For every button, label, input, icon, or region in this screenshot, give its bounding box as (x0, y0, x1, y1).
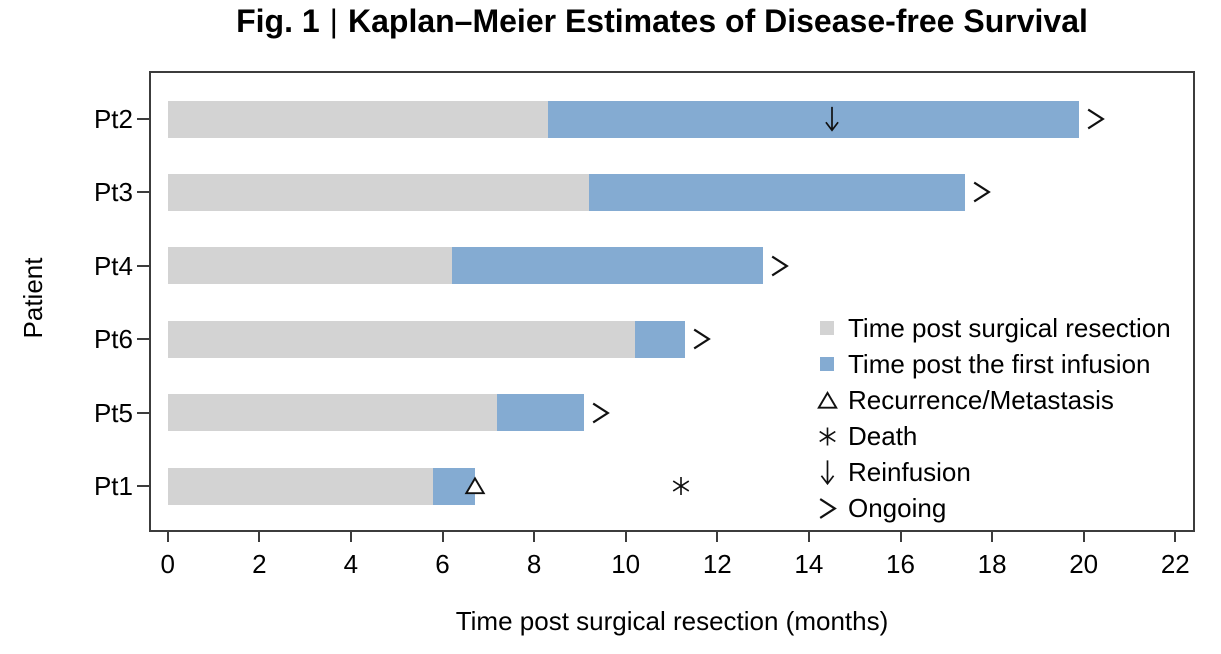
x-tick-label: 2 (252, 549, 267, 579)
x-tick-mark (1082, 532, 1085, 542)
legend-color-swatch-icon (820, 357, 834, 371)
legend-item-label: Reinfusion (848, 456, 971, 487)
legend-color-swatch-icon (820, 321, 834, 335)
legend: Time post surgical resection Time post th… (812, 310, 1171, 526)
x-tick-mark (258, 532, 261, 542)
x-tick-mark (716, 532, 719, 542)
arrow-down-icon (820, 459, 834, 485)
legend-item-label: Time post surgical resection (848, 312, 1171, 343)
x-tick-mark (441, 532, 444, 542)
x-tick-label: 20 (1069, 549, 1099, 579)
legend-item: Ongoing (812, 490, 1171, 526)
bar-infusion-pt1 (433, 467, 475, 505)
x-tick-label: 14 (794, 549, 824, 579)
bar-surgical-pt1 (167, 467, 434, 505)
figure-number: Fig. 1 (236, 3, 320, 39)
x-tick-mark (899, 532, 902, 542)
legend-item: Time post the first infusion (812, 346, 1171, 382)
y-tick-mark (137, 338, 149, 341)
legend-marker (812, 321, 842, 335)
legend-marker (812, 357, 842, 371)
y-tick-label-pt6: Pt6 (93, 324, 133, 355)
legend-item: Time post surgical resection (812, 310, 1171, 346)
bar-surgical-pt3 (167, 173, 590, 211)
x-tick-mark (624, 532, 627, 542)
chevron-right-icon (693, 328, 712, 350)
bar-infusion-pt5 (497, 394, 585, 432)
marker-recurrence-pt1 (464, 476, 485, 496)
asterisk-icon (672, 476, 689, 496)
y-tick-label-pt4: Pt4 (93, 250, 133, 281)
marker-ongoing-pt3 (971, 181, 992, 204)
x-tick-mark (166, 532, 169, 542)
x-tick-label: 8 (526, 549, 542, 579)
marker-ongoing-pt2 (1085, 108, 1106, 131)
x-tick-mark (807, 532, 810, 542)
marker-ongoing-pt4 (769, 254, 790, 277)
x-tick-label: 22 (1160, 549, 1190, 579)
y-tick-mark (137, 264, 149, 267)
plot-area (149, 71, 1195, 532)
x-tick-mark (349, 532, 352, 542)
chevron-right-icon (771, 255, 789, 277)
y-axis-label: Patient (18, 257, 48, 339)
y-tick-mark (137, 485, 149, 487)
legend-item-label: Time post the first infusion (848, 348, 1151, 379)
x-tick-mark (533, 532, 536, 542)
legend-item-label: Recurrence/Metastasis (848, 384, 1114, 415)
x-tick-mark (1174, 532, 1177, 542)
x-axis-label: Time post surgical resection (months) (455, 606, 889, 636)
bar-surgical-pt2 (167, 100, 548, 138)
x-tick-label: 4 (343, 549, 359, 579)
legend-marker (812, 497, 842, 520)
y-tick-mark (137, 411, 149, 414)
y-tick-mark (137, 118, 149, 120)
legend-item: Death (812, 418, 1171, 454)
bar-infusion-pt2 (547, 100, 1080, 138)
chevron-right-icon (593, 402, 611, 423)
asterisk-icon (818, 426, 836, 446)
title-separator: | (329, 3, 338, 39)
bar-infusion-pt6 (634, 320, 686, 358)
y-tick-label-pt5: Pt5 (93, 397, 133, 428)
bar-infusion-pt4 (451, 247, 764, 285)
marker-ongoing-pt5 (590, 401, 611, 424)
x-tick-label: 18 (977, 549, 1007, 579)
legend-marker (812, 390, 842, 410)
legend-item-label: Ongoing (848, 492, 947, 523)
x-tick-label: 16 (886, 549, 915, 579)
legend-item: Reinfusion (812, 454, 1171, 490)
legend-marker (812, 426, 842, 446)
y-tick-label-pt3: Pt3 (93, 177, 133, 208)
x-tick-label: 10 (611, 549, 641, 579)
figure-title: Fig. 1 | Kaplan–Meier Estimates of Disease… (151, 3, 1173, 40)
bar-surgical-pt6 (167, 320, 635, 358)
marker-reinfusion-pt2 (824, 106, 839, 133)
chevron-right-icon (1087, 108, 1105, 130)
x-tick-mark (991, 532, 994, 542)
title-text: Kaplan–Meier Estimates of Disease-free S… (347, 3, 1088, 39)
y-tick-label-pt1: Pt1 (93, 471, 133, 501)
chevron-right-icon (819, 497, 837, 519)
marker-ongoing-pt6 (691, 328, 712, 351)
bar-infusion-pt3 (589, 173, 965, 211)
triangle-icon (464, 476, 485, 495)
x-tick-label: 6 (435, 549, 450, 579)
arrow-down-icon (825, 106, 839, 132)
legend-item-label: Death (848, 420, 918, 451)
legend-marker (812, 459, 842, 486)
bar-surgical-pt4 (167, 247, 452, 285)
triangle-icon (816, 390, 838, 409)
legend-item: Recurrence/Metastasis (812, 382, 1171, 418)
x-tick-label: 12 (702, 549, 732, 579)
chevron-right-icon (973, 182, 991, 203)
marker-death-pt1 (671, 476, 690, 496)
y-tick-label-pt2: Pt2 (93, 104, 133, 134)
x-tick-label: 0 (160, 549, 175, 579)
y-tick-mark (137, 191, 149, 194)
bar-surgical-pt5 (167, 394, 498, 432)
